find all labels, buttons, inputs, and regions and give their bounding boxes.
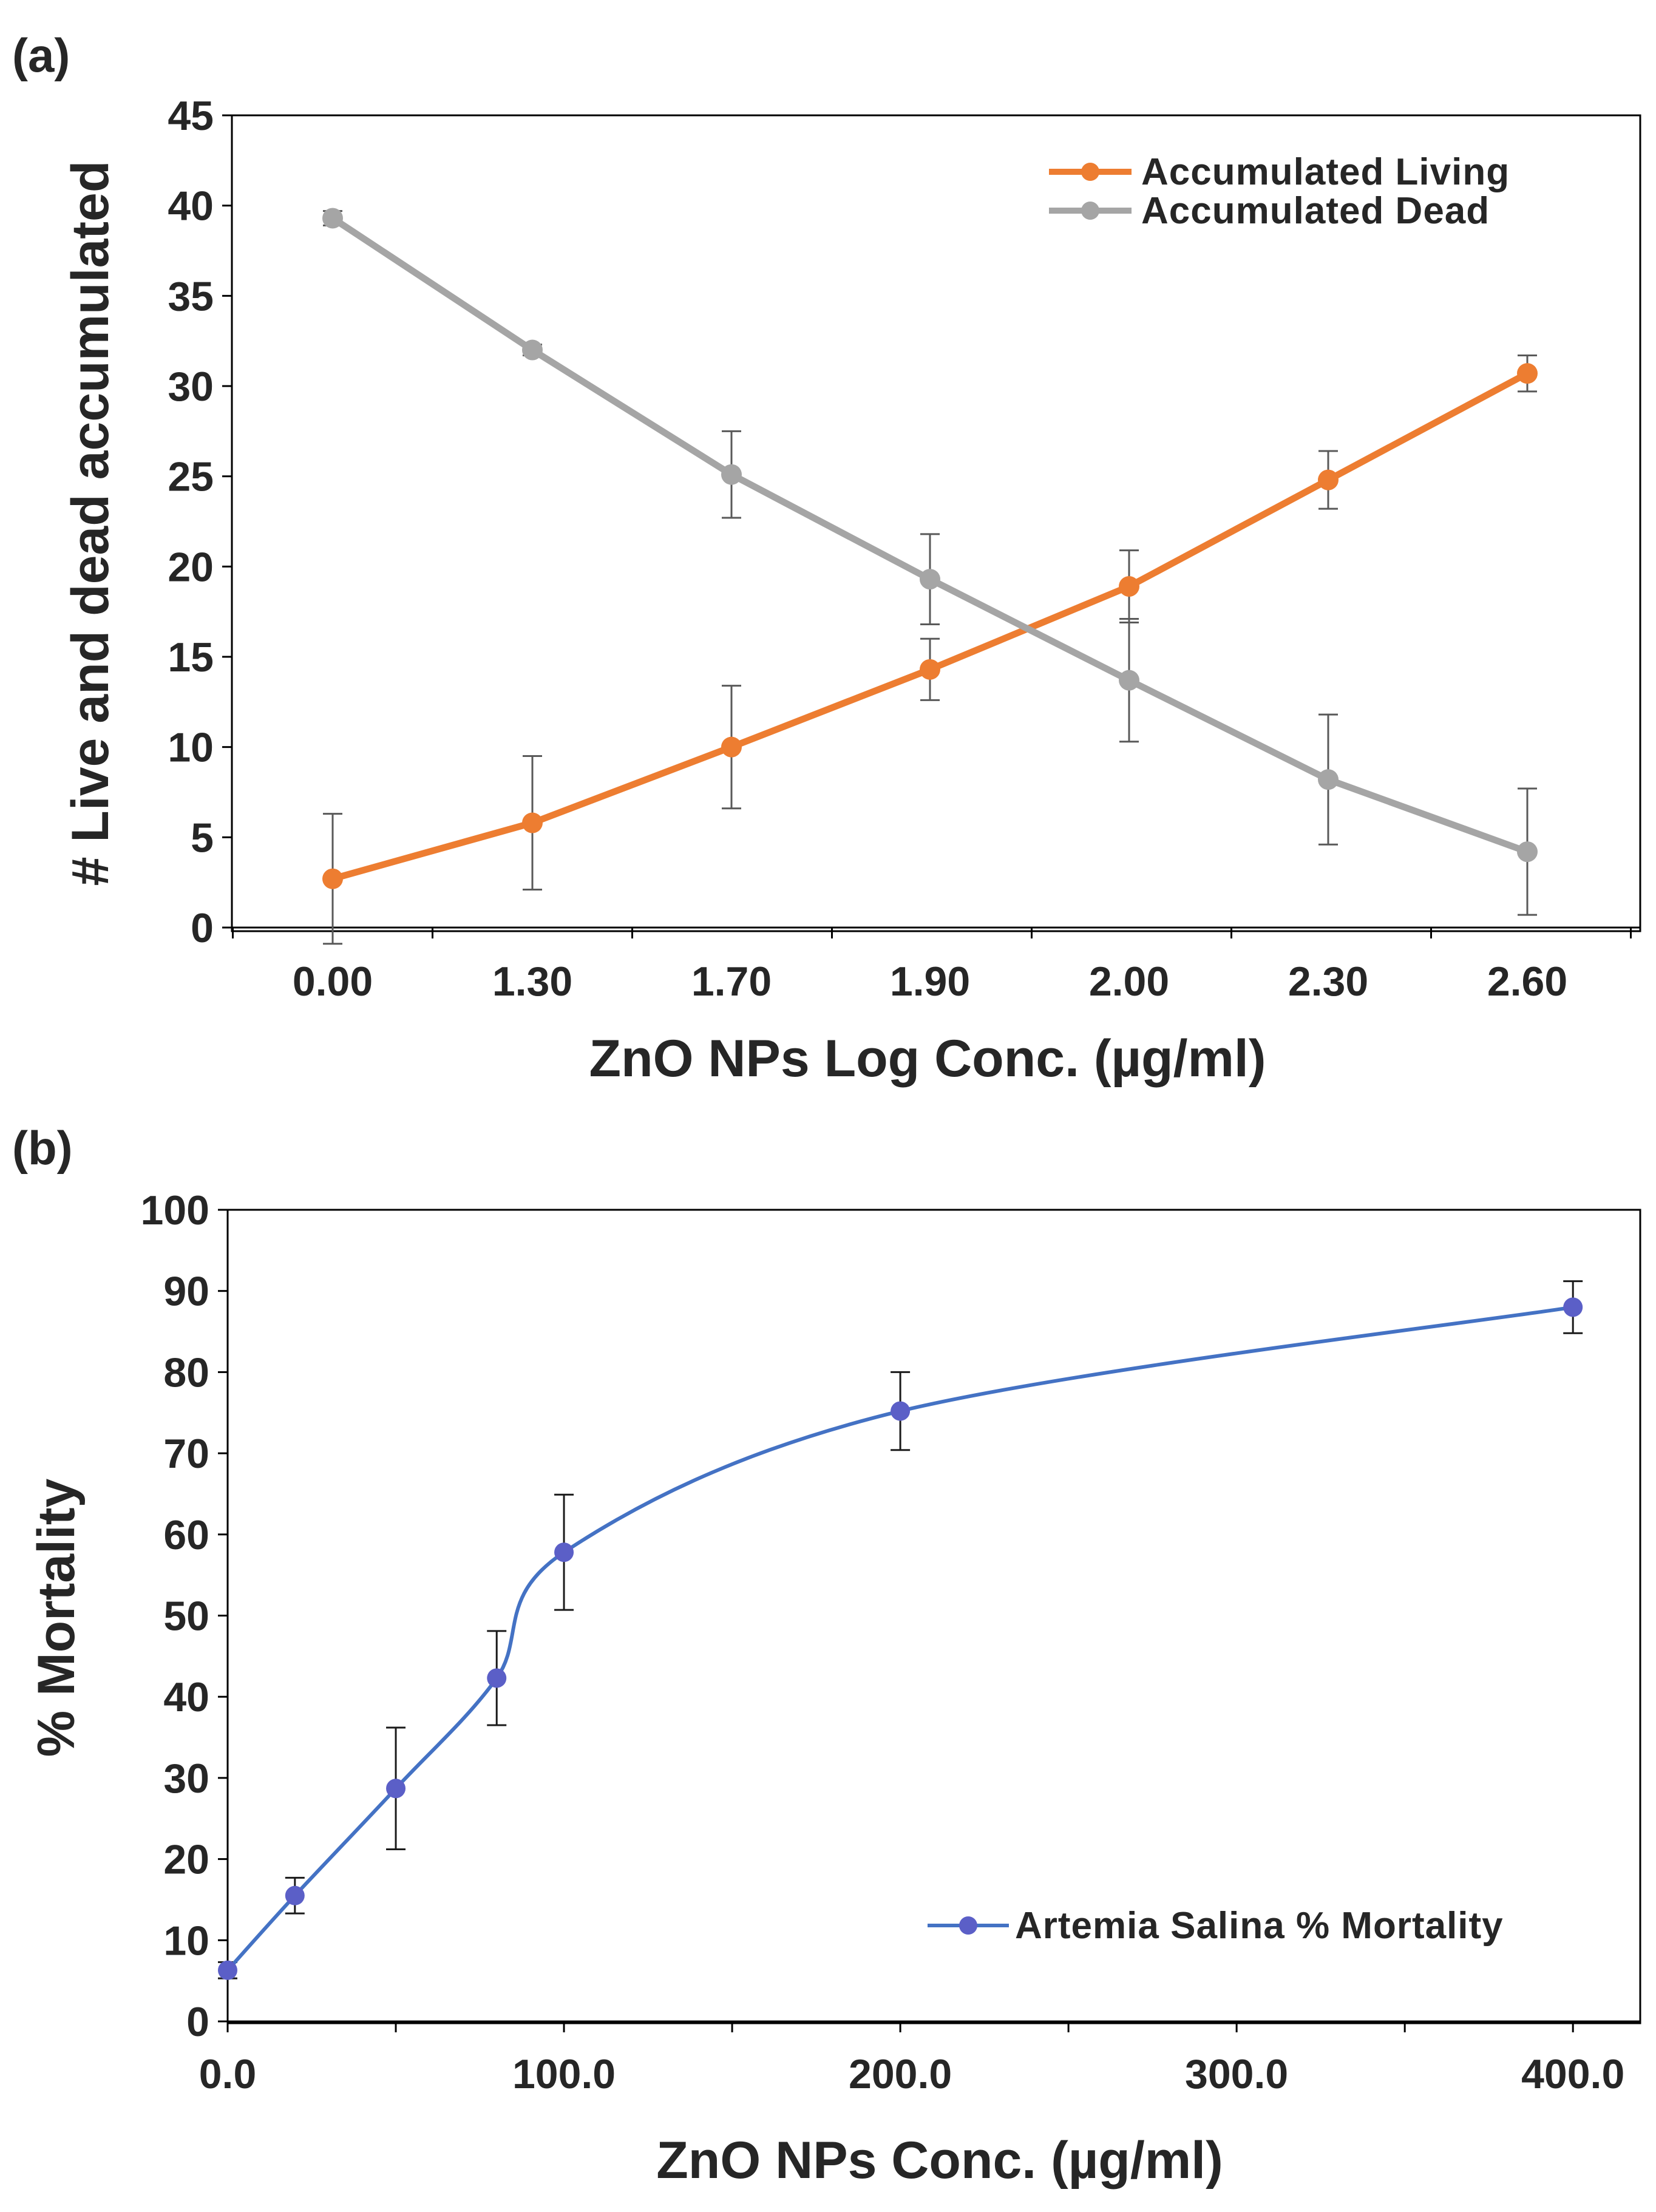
- panel-a-y-tick-label: 25: [168, 454, 214, 500]
- panel-a-x-axis-title: ZnO NPs Log Conc. (µg/ml): [589, 1030, 1266, 1088]
- panel-a-legend-dead-label: Accumulated Dead: [1141, 190, 1490, 232]
- panel-a-x-tick-label: 1.90: [890, 958, 970, 1005]
- panel-a-axes: [222, 114, 1640, 938]
- panel-a-chart: (a) 0 5 10 15 20 25 30 35 40 45 0.00 1.30 1.70 1.90 2…: [12, 29, 1641, 1088]
- panel-a-y-tick-label: 35: [168, 273, 214, 319]
- panel-b-y-tick-label: 80: [163, 1349, 209, 1396]
- panel-a-y-tick-label: 5: [191, 815, 214, 861]
- panel-a-x-tick-label: 1.70: [691, 958, 772, 1005]
- panel-a-dead-point: [1318, 769, 1339, 790]
- panel-a-x-tick-label: 1.30: [492, 958, 572, 1005]
- panel-b-y-tick-label: 70: [163, 1431, 209, 1477]
- panel-b-x-axis-title: ZnO NPs Conc. (µg/ml): [656, 2131, 1223, 2190]
- panel-b-y-axis-title: % Mortality: [27, 1478, 86, 1757]
- panel-b-y-tick-label: 90: [163, 1269, 209, 1315]
- panel-a-living-point: [1119, 576, 1139, 597]
- panel-b-y-tick-label: 30: [163, 1756, 209, 1802]
- panel-a-y-tick-label: 30: [168, 364, 214, 410]
- panel-b-mortality-point: [285, 1885, 305, 1905]
- panel-a-label: (a): [12, 29, 70, 82]
- panel-a-y-tick-label: 40: [168, 183, 214, 229]
- panel-b-mortality-point: [891, 1401, 911, 1421]
- panel-b-x-tick-label: 400.0: [1521, 2051, 1624, 2097]
- panel-b-y-tick-label: 10: [163, 1918, 209, 1964]
- panel-a-y-tick-label: 45: [168, 93, 214, 139]
- panel-a-x-tick-label: 2.60: [1487, 958, 1567, 1005]
- panel-b-x-tick-label: 200.0: [849, 2051, 952, 2097]
- panel-b-mortality-point: [1563, 1297, 1583, 1317]
- panel-a-y-tick-label: 20: [168, 544, 214, 590]
- panel-a-legend-living-marker: [1081, 163, 1099, 181]
- panel-a-dead-point: [721, 464, 742, 485]
- panel-a-living-point: [721, 736, 742, 758]
- panel-b-label: (b): [12, 1121, 73, 1175]
- panel-a-x-tick-label: 2.00: [1089, 958, 1169, 1005]
- panel-a-legend-dead-marker: [1081, 202, 1099, 220]
- panel-a-x-tick-labels: 0.00 1.30 1.70 1.90 2.00 2.30 2.60: [293, 958, 1567, 1005]
- panel-a-living-point: [1517, 363, 1538, 384]
- panel-a-living-point: [522, 812, 543, 833]
- panel-a-y-tick-label: 10: [168, 725, 214, 771]
- panel-a-y-tick-labels: 0 5 10 15 20 25 30 35 40 45: [168, 93, 214, 951]
- panel-b-mortality-point: [487, 1668, 507, 1688]
- panel-b-mortality-point: [386, 1779, 406, 1799]
- panel-b-y-tick-labels: 0 10 20 30 40 50 60 70 80 90 100: [141, 1187, 209, 2045]
- panel-a-living-point: [920, 659, 940, 680]
- panel-b-x-tick-label: 100.0: [512, 2051, 616, 2097]
- panel-a-series: [322, 208, 1538, 889]
- panel-b-y-tick-label: 100: [141, 1187, 209, 1233]
- panel-a-y-axis-title: # Live and dead accumulated: [61, 161, 120, 886]
- panel-b-legend-marker: [959, 1916, 977, 1935]
- panel-a-y-tick-label: 0: [191, 905, 214, 951]
- panel-b-x-tick-labels: 0.0 100.0 200.0 300.0 400.0: [199, 2051, 1625, 2097]
- panel-b-series: [218, 1297, 1583, 1980]
- panel-a-x-tick-label: 0.00: [293, 958, 373, 1005]
- panel-b-y-tick-label: 40: [163, 1674, 209, 1720]
- panel-b-legend-label: Artemia Salina % Mortality: [1015, 1905, 1504, 1947]
- panel-b-legend: Artemia Salina % Mortality: [928, 1905, 1504, 1947]
- panel-a-y-tick-label: 15: [168, 634, 214, 680]
- panel-a-legend-living-label: Accumulated Living: [1141, 151, 1510, 193]
- panel-b-y-tick-label: 0: [186, 1999, 209, 2045]
- panel-b-y-tick-label: 60: [163, 1512, 209, 1558]
- panel-a-dead-point: [920, 569, 940, 590]
- panel-b-axes: [218, 1209, 1640, 2032]
- panel-b-x-tick-label: 0.0: [199, 2051, 257, 2097]
- panel-a-x-tick-label: 2.30: [1288, 958, 1368, 1005]
- panel-a-dead-point: [522, 339, 543, 361]
- panel-b-mortality-point: [554, 1542, 574, 1562]
- panel-b-x-tick-label: 300.0: [1185, 2051, 1288, 2097]
- panel-a-living-point: [1318, 469, 1339, 490]
- panel-b-y-tick-label: 20: [163, 1837, 209, 1883]
- panel-a-dead-point: [322, 208, 343, 229]
- panel-b-chart: (b) 0 10 20 30 40 50 60 70 80 90 100 0.0 100.0 200.0…: [12, 1121, 1641, 2190]
- panel-a-dead-point: [1119, 670, 1139, 691]
- panel-a-living-point: [322, 868, 343, 889]
- panel-b-y-tick-label: 50: [163, 1593, 209, 1640]
- panel-a-dead-point: [1517, 841, 1538, 863]
- panel-b-mortality-point: [218, 1960, 237, 1980]
- panel-b-mortality-line: [226, 1305, 1573, 1972]
